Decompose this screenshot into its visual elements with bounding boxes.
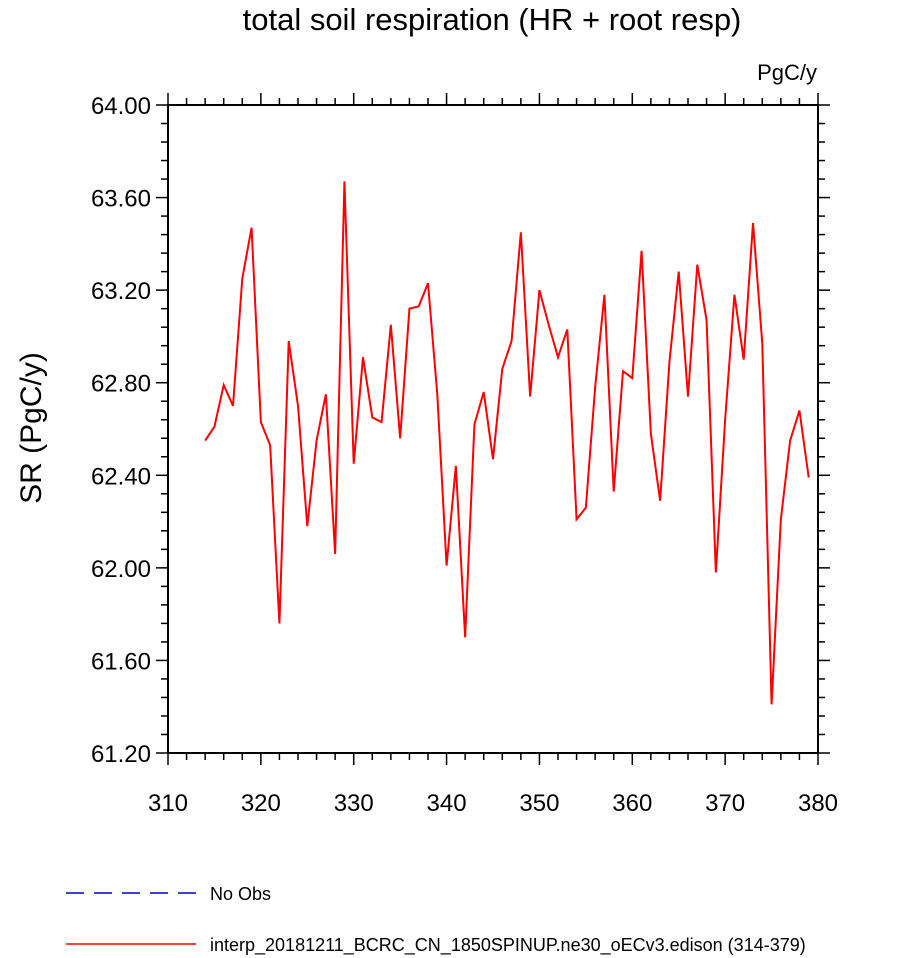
x-tick-label: 360 [612, 790, 652, 817]
y-tick-label: 63.60 [91, 186, 151, 213]
y-tick-label: 61.20 [91, 741, 151, 768]
x-tick-label: 340 [427, 790, 467, 817]
legend-label-no-obs: No Obs [210, 884, 271, 904]
series-layer [204, 181, 810, 705]
y-tick-label: 63.20 [91, 278, 151, 305]
x-tick-label: 330 [334, 790, 374, 817]
legend-label-model-run: interp_20181211_BCRC_CN_1850SPINUP.ne30_… [210, 935, 806, 956]
y-tick-label: 62.00 [91, 556, 151, 583]
y-axis-label: SR (PgC/y) [15, 352, 48, 504]
plot-frame [167, 104, 819, 754]
x-tick-label: 370 [705, 790, 745, 817]
y-tick-label: 62.80 [91, 371, 151, 398]
legend: No Obs interp_20181211_BCRC_CN_1850SPINU… [66, 884, 806, 956]
y-tick-label: 64.00 [91, 93, 151, 120]
x-tick-label: 350 [519, 790, 559, 817]
y-tick-label: 61.60 [91, 648, 151, 675]
axis-ticks [156, 93, 830, 765]
x-tick-label: 380 [798, 790, 838, 817]
x-tick-labels: 310 320 330 340 350 360 370 380 [148, 790, 838, 817]
y-tick-label: 62.40 [91, 463, 151, 490]
units-label: PgC/y [757, 60, 817, 85]
chart-title: total soil respiration (HR + root resp) [243, 2, 742, 37]
y-tick-labels: 61.20 61.60 62.00 62.40 62.80 63.20 63.60 64.00 [91, 93, 151, 768]
x-tick-label: 320 [241, 790, 281, 817]
x-tick-label: 310 [148, 790, 188, 817]
series-line-1 [204, 181, 810, 705]
